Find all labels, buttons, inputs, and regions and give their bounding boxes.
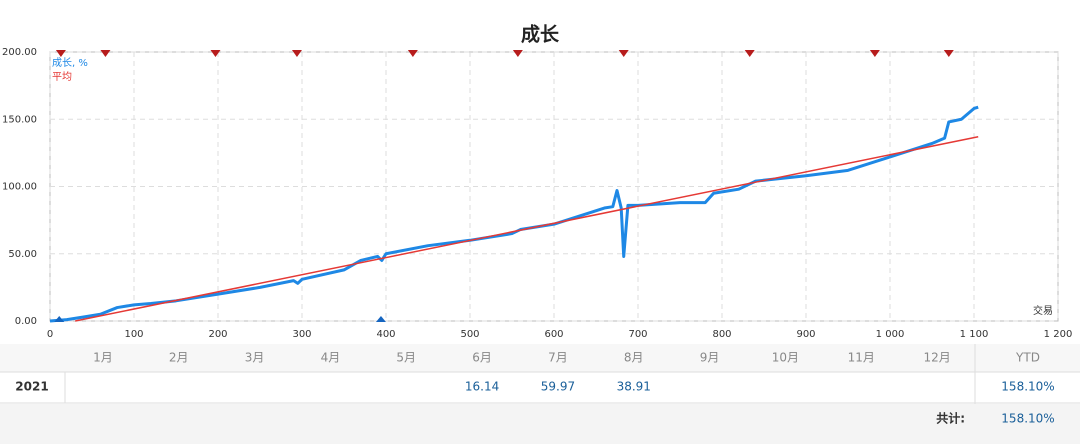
x-tick-label: 700 xyxy=(628,329,647,340)
series-line xyxy=(49,105,979,323)
y-tick-label: 0.00 xyxy=(15,316,37,327)
top-marker xyxy=(291,50,302,57)
x-tick-label: 1 100 xyxy=(960,329,989,340)
x-axis-label: 交易 xyxy=(1033,304,1053,317)
chart-title: 成长 xyxy=(521,23,560,46)
legend-label: 平均 xyxy=(52,71,72,83)
ytd-value: 158.10% xyxy=(1001,380,1054,394)
table-header-bg xyxy=(0,344,1080,372)
x-tick-label: 600 xyxy=(544,329,563,340)
y-tick-label: 200.00 xyxy=(2,47,37,58)
x-tick-label: 1 000 xyxy=(876,329,905,340)
top-marker xyxy=(943,50,954,57)
top-marker xyxy=(512,50,523,57)
row-year: 2021 xyxy=(15,380,48,394)
series-line xyxy=(75,136,979,322)
x-tick-label: 100 xyxy=(124,329,143,340)
bottom-marker xyxy=(375,316,386,322)
table-footer-bg xyxy=(0,404,1080,444)
y-tick-label: 50.00 xyxy=(8,249,37,260)
x-tick-label: 300 xyxy=(292,329,311,340)
month-header: 10月 xyxy=(772,351,799,365)
month-header: 6月 xyxy=(472,351,492,365)
top-marker xyxy=(210,50,221,57)
month-header: 12月 xyxy=(923,351,950,365)
top-marker xyxy=(618,50,629,57)
x-tick-label: 200 xyxy=(208,329,227,340)
month-header: 2月 xyxy=(169,351,189,365)
month-header: 8月 xyxy=(624,351,644,365)
total-value: 158.10% xyxy=(1001,412,1054,426)
top-marker xyxy=(407,50,418,57)
ytd-header: YTD xyxy=(1015,351,1040,365)
month-header: 7月 xyxy=(548,351,568,365)
month-header: 1月 xyxy=(93,351,113,365)
total-label: 共计: xyxy=(936,411,965,426)
x-tick-label: 900 xyxy=(796,329,815,340)
x-tick-label: 800 xyxy=(712,329,731,340)
legend-label: 成长, % xyxy=(52,57,88,69)
month-header: 3月 xyxy=(245,351,265,365)
month-header: 9月 xyxy=(700,351,720,365)
x-tick-label: 1 200 xyxy=(1044,329,1073,340)
month-value: 38.91 xyxy=(617,380,651,394)
month-header: 4月 xyxy=(321,351,341,365)
x-tick-label: 500 xyxy=(460,329,479,340)
bottom-marker xyxy=(54,316,65,322)
month-header: 11月 xyxy=(848,351,875,365)
x-tick-label: 0 xyxy=(47,329,53,340)
top-marker xyxy=(100,50,111,57)
top-marker xyxy=(55,50,66,57)
y-tick-label: 100.00 xyxy=(2,182,37,193)
y-tick-label: 150.00 xyxy=(2,114,37,125)
month-header: 5月 xyxy=(396,351,416,365)
month-value: 59.97 xyxy=(541,380,575,394)
x-tick-label: 400 xyxy=(376,329,395,340)
top-marker xyxy=(744,50,755,57)
month-value: 16.14 xyxy=(465,380,499,394)
top-marker xyxy=(869,50,880,57)
